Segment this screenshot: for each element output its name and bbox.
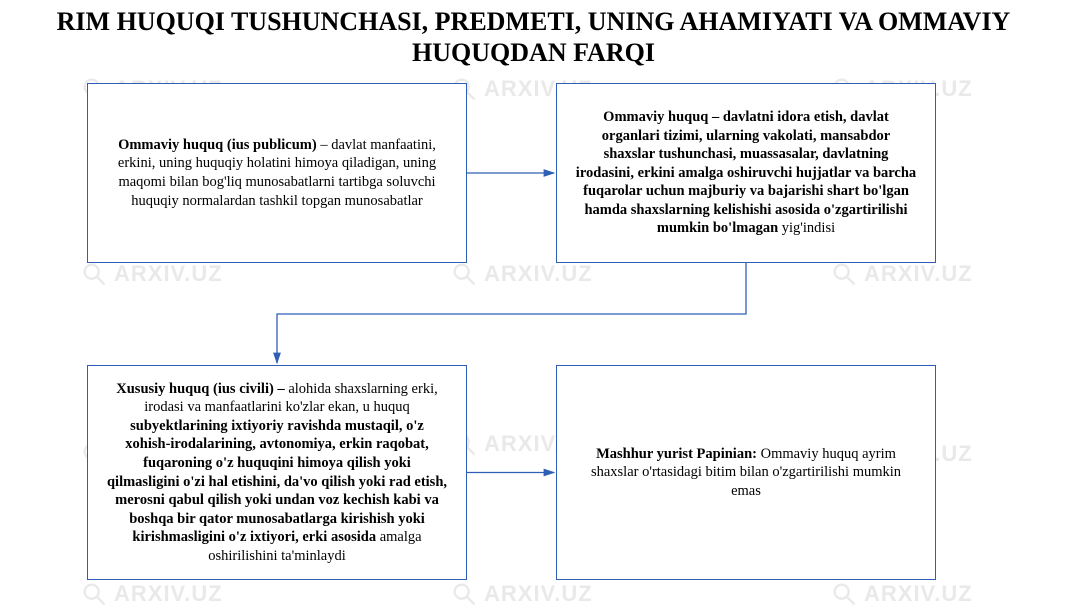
box-xususiy-civili: Xususiy huquq (ius civili) – alohida sha… — [87, 365, 467, 580]
page-title: RIM HUQUQI TUSHUNCHASI, PREDMETI, UNING … — [0, 6, 1067, 68]
watermark: ARXIV.UZ — [830, 580, 973, 608]
box-ommaviy-huquq: Ommaviy huquq – davlatni idora etish, da… — [556, 83, 936, 263]
watermark: ARXIV.UZ — [450, 580, 593, 608]
box-ommaviy-publicum: Ommaviy huquq (ius publicum) – davlat ma… — [87, 83, 467, 263]
box-papinian: Mashhur yurist Papinian: Ommaviy huquq a… — [556, 365, 936, 580]
box-bl-mid2: subyektlarining ixtiyoriy ravishda musta… — [107, 418, 447, 545]
box-tr-trail: yig'indisi — [778, 220, 835, 236]
watermark: ARXIV.UZ — [80, 260, 223, 288]
box-br-lead: Mashhur yurist Papinian: — [596, 446, 757, 462]
box-bl-lead: Xususiy huquq (ius civili) – — [116, 381, 288, 397]
watermark: ARXIV.UZ — [450, 260, 593, 288]
box-tr-lead: Ommaviy huquq — [603, 109, 708, 125]
box-tr-restbold: – davlatni idora etish, davlat organlari… — [576, 109, 916, 236]
watermark: ARXIV.UZ — [830, 260, 973, 288]
watermark: ARXIV.UZ — [80, 580, 223, 608]
box-tl-lead: Ommaviy huquq (ius publicum) — [118, 137, 317, 153]
